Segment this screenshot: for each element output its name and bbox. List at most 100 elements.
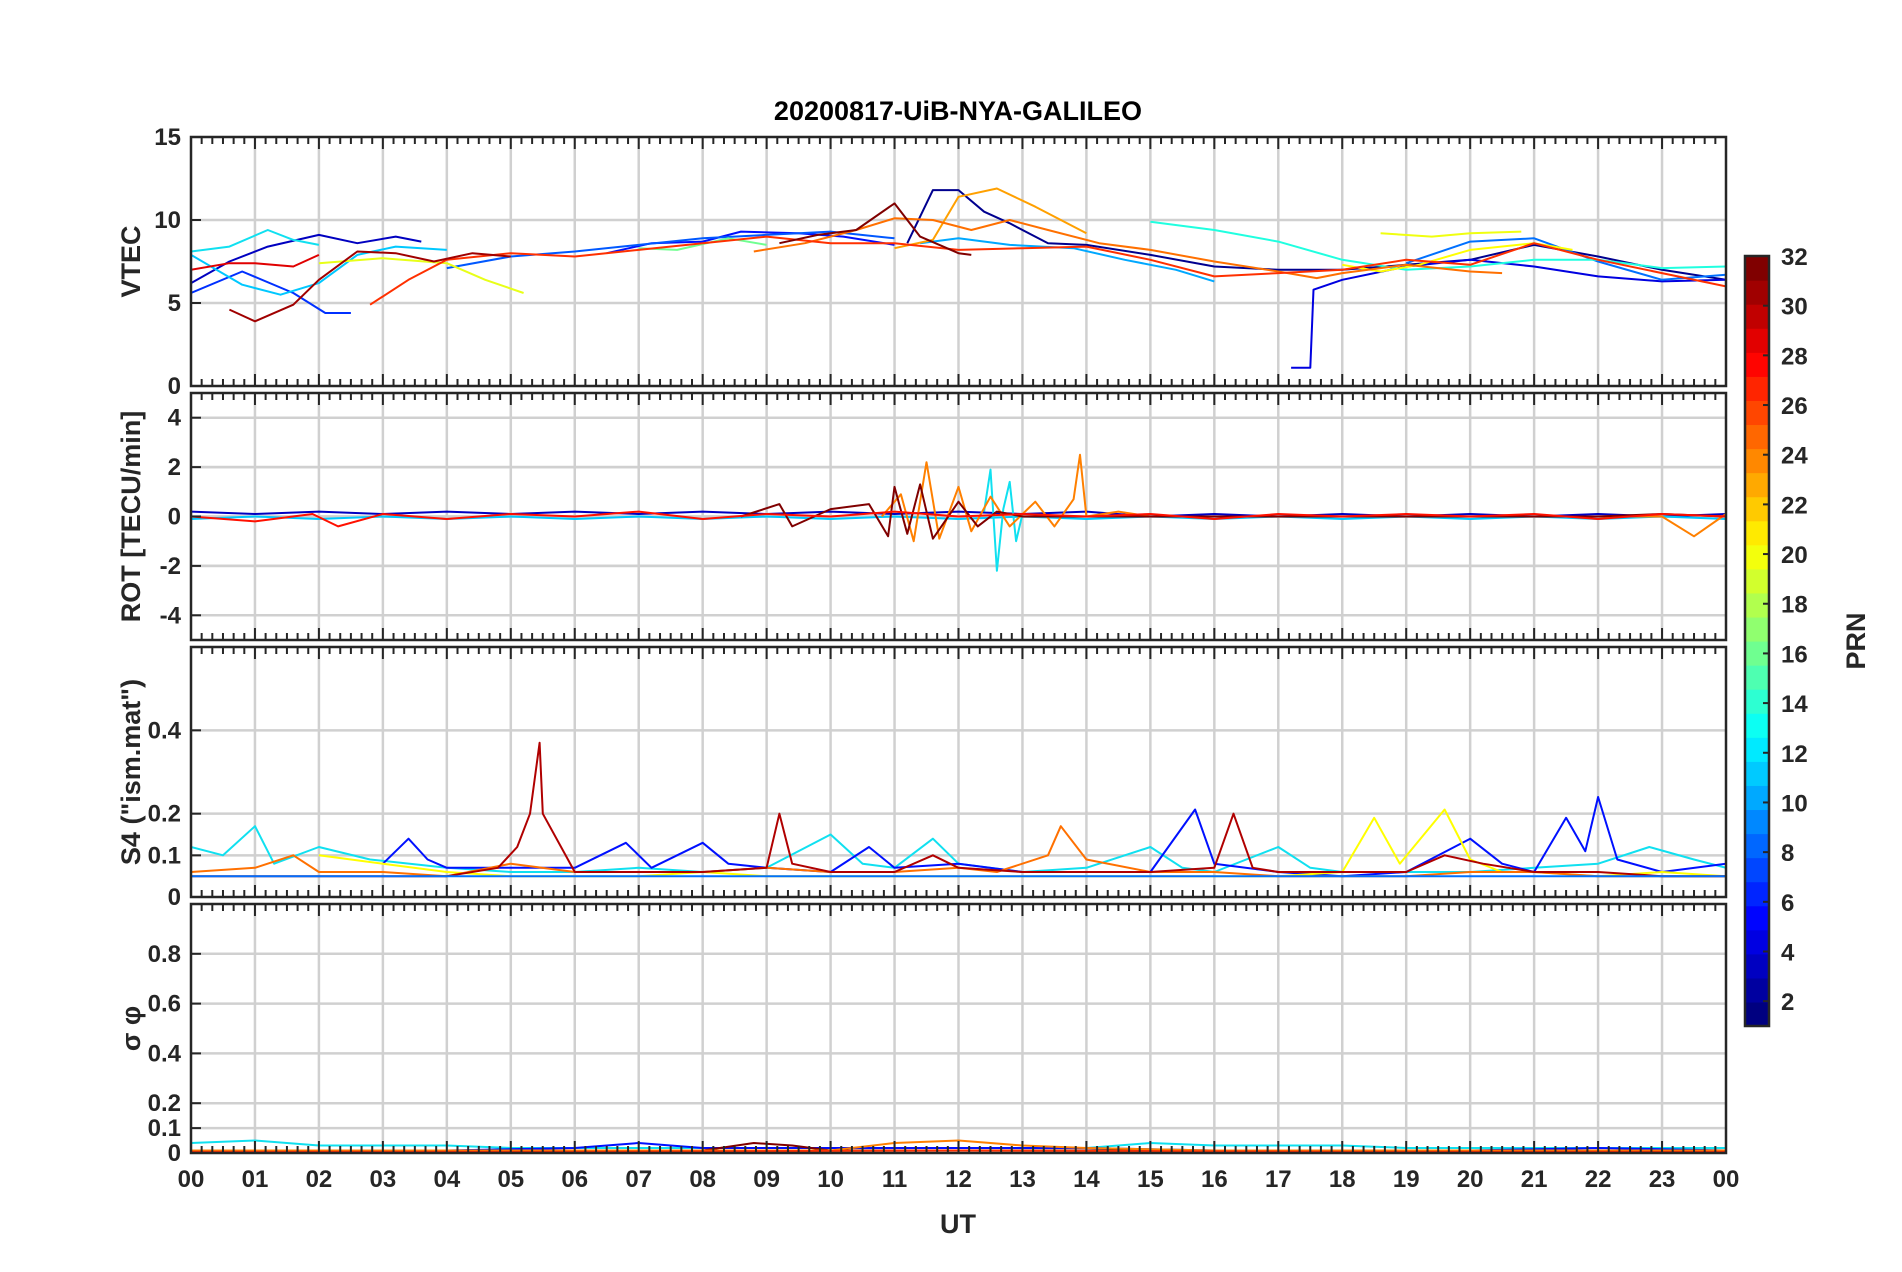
x-tick-label: 14 — [1073, 1166, 1100, 1193]
colorbar-swatch — [1745, 592, 1769, 618]
y-tick-label: 0.2 — [148, 801, 181, 828]
x-tick-label: 03 — [370, 1166, 397, 1193]
colorbar-swatch — [1745, 761, 1769, 786]
series-line-prn-31 — [191, 741, 1726, 878]
colorbar-swatch — [1745, 376, 1769, 401]
series-line-prn-2 — [191, 233, 422, 284]
x-tick-label: 08 — [689, 1166, 716, 1193]
x-tick-label: 00 — [1713, 1166, 1740, 1193]
y-tick-label: 4 — [168, 405, 182, 432]
y-tick-label: 0.8 — [148, 941, 181, 968]
x-tick-label: 02 — [306, 1166, 333, 1193]
colorbar-tick-label: 28 — [1781, 343, 1808, 370]
colorbar-frame — [1743, 254, 1771, 1028]
colorbar-tick-label: 20 — [1781, 542, 1808, 569]
colorbar-tick-label: 32 — [1781, 244, 1808, 271]
axes-frame — [189, 135, 1728, 388]
colorbar-tick-label: 8 — [1781, 840, 1794, 867]
colorbar-swatch — [1745, 737, 1769, 762]
series-group — [191, 187, 1726, 369]
colorbar-swatch — [1745, 857, 1769, 883]
panel-s4: 0 0.1 0.2 0.4S4 ("ism.mat") — [116, 645, 1728, 911]
x-tick-label: 09 — [753, 1166, 780, 1193]
colorbar-swatch — [1745, 1001, 1769, 1027]
series-line-prn-31 — [228, 250, 511, 323]
colorbar-tick-label: 10 — [1781, 790, 1808, 817]
x-tick-label: 16 — [1201, 1166, 1228, 1193]
series-line-prn-12 — [191, 245, 447, 296]
series-line-prn-5 — [191, 270, 351, 314]
colorbar-tick-label: 16 — [1781, 641, 1808, 668]
series-line-prn-20 — [318, 257, 524, 294]
panel-sigma_phi: 00.10.2 0.4 0.6 0.8 σ φ 00 01 02 03 04 05 06 07 08 09 1… — [116, 902, 1740, 1193]
y-tick-label: 0 — [168, 1140, 181, 1167]
colorbar-swatch — [1745, 520, 1769, 546]
x-tick-label: 06 — [561, 1166, 588, 1193]
x-tick-label: 11 — [882, 1166, 907, 1193]
x-tick-label: 18 — [1329, 1166, 1356, 1193]
colorbar-swatch — [1745, 280, 1769, 305]
colorbar-swatch — [1745, 785, 1769, 811]
y-axis-label: VTEC — [116, 225, 146, 297]
x-tick-label: 22 — [1585, 1166, 1612, 1193]
y-axis-label: σ φ — [116, 1006, 146, 1051]
y-tick-label: -4 — [160, 602, 182, 629]
colorbar-swatch — [1745, 472, 1769, 498]
series-line-prn-13 — [983, 468, 1024, 572]
series-group — [191, 453, 1726, 572]
series-line-prn-25 — [753, 217, 1503, 280]
colorbar-swatch — [1745, 496, 1769, 522]
series-line-prn-29 — [191, 253, 320, 271]
colorbar-swatch — [1745, 833, 1769, 859]
x-tick-label: 13 — [1009, 1166, 1036, 1193]
y-tick-label: 0.6 — [148, 991, 181, 1018]
series-line-prn-13 — [191, 229, 320, 253]
series-line-prn-11 — [919, 237, 1215, 283]
colorbar-tick-label: 2 — [1781, 989, 1794, 1016]
colorbar-swatch — [1745, 713, 1769, 738]
x-tick-label: 12 — [945, 1166, 972, 1193]
y-tick-label: 0.4 — [148, 1040, 182, 1067]
colorbar-tick-label: 12 — [1781, 741, 1808, 768]
x-tick-label: 23 — [1649, 1166, 1676, 1193]
colorbar-swatch — [1745, 424, 1769, 450]
colorbar-swatch — [1745, 905, 1769, 931]
series-line-prn-1 — [191, 510, 1726, 518]
colorbar-swatch — [1745, 809, 1769, 835]
x-tick-label: 04 — [433, 1166, 460, 1193]
series-line-prn-27 — [369, 235, 1726, 306]
x-axis-label: UT — [940, 1209, 976, 1239]
colorbar-tick-label: 26 — [1781, 393, 1808, 420]
x-tick-label: 10 — [817, 1166, 844, 1193]
panel-rot: -4 -2 0 2 4 ROT [TECU/min] — [116, 391, 1728, 642]
x-tick-label: 00 — [178, 1166, 205, 1193]
x-tick-label: 05 — [497, 1166, 524, 1193]
series-line-prn-4 — [1291, 258, 1726, 369]
colorbar-tick-label: 14 — [1781, 691, 1808, 718]
colorbar-tick-label: 24 — [1781, 443, 1808, 470]
colorbar-swatch — [1745, 328, 1769, 353]
chart-title: 20200817-UiB-NYA-GALILEO — [774, 96, 1142, 126]
series-line-prn-3 — [382, 796, 1726, 878]
y-axis-label: ROT [TECU/min] — [116, 411, 146, 622]
y-tick-label: 0.1 — [148, 1115, 181, 1142]
series-line-prn-7 — [446, 230, 895, 270]
colorbar-swatch — [1745, 977, 1769, 1003]
colorbar-swatch — [1745, 304, 1769, 329]
y-tick-label: 0.4 — [148, 717, 182, 744]
colorbar-swatch — [1745, 616, 1769, 642]
colorbar-swatch — [1745, 665, 1769, 690]
y-tick-label: -2 — [160, 553, 181, 580]
y-tick-label: 0 — [168, 373, 181, 400]
colorbar-swatch — [1745, 352, 1769, 377]
series-line-prn-23 — [894, 187, 1087, 250]
colorbar-swatch — [1745, 544, 1769, 570]
colorbar-tick-label: 4 — [1781, 939, 1795, 966]
series-group — [191, 741, 1726, 878]
y-tick-label: 0.1 — [148, 842, 181, 869]
y-tick-label: 5 — [168, 290, 181, 317]
y-tick-label: 0.2 — [148, 1090, 181, 1117]
